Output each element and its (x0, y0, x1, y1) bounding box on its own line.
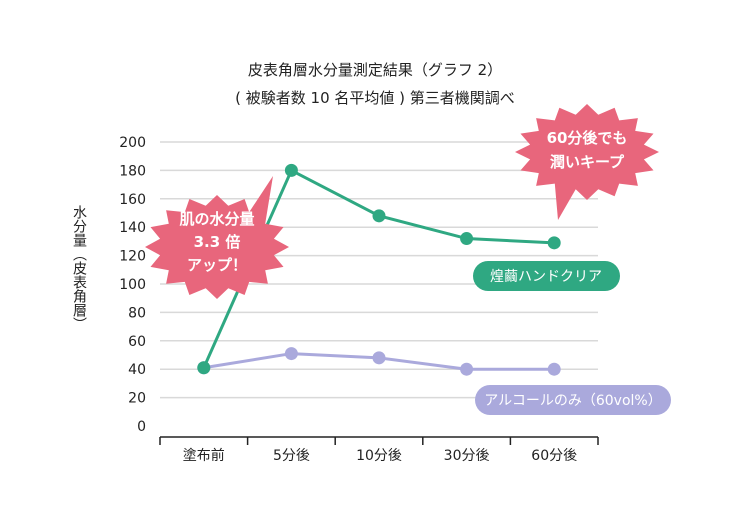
x-tick-label: 5分後 (273, 448, 310, 464)
data-point (197, 361, 211, 375)
callout-burst-moisture-line-1: 肌の水分量 (179, 210, 254, 228)
data-point (284, 163, 298, 177)
y-tick-label: 60 (128, 334, 146, 350)
y-axis-label: 水分量（皮表角層） (71, 205, 87, 331)
y-tick-label: 0 (137, 419, 146, 435)
data-point (547, 362, 561, 376)
legend-alcohol-pill (475, 385, 671, 415)
callout-burst-keep: 60分後でも 潤いキープ (515, 104, 659, 220)
legend-alcohol: アルコールのみ（60vol%） (475, 385, 671, 415)
y-tick-label: 120 (119, 249, 146, 265)
y-tick-label: 180 (119, 163, 146, 179)
callout-burst-moisture-shape (145, 176, 289, 299)
y-tick-label: 20 (128, 391, 146, 407)
x-tick-label: 30分後 (444, 448, 490, 464)
callout-burst-keep-line-2: 潤いキープ (550, 153, 625, 171)
y-tick-label: 80 (128, 305, 146, 321)
data-point (284, 347, 298, 361)
data-point (372, 351, 386, 365)
legend-hand-cream: 煌繭ハンドクリア (473, 261, 620, 291)
x-tick-label: 10分後 (356, 448, 402, 464)
x-tick-label: 60分後 (531, 448, 577, 464)
y-tick-label: 100 (119, 277, 146, 293)
legend-alcohol-label: アルコールのみ（60vol%） (484, 393, 661, 409)
y-tick-label: 140 (119, 220, 146, 236)
callout-burst-moisture: 肌の水分量 3.3 倍 アップ！ (145, 176, 289, 299)
legend-hand-cream-label: 煌繭ハンドクリア (490, 269, 602, 285)
chart-title-line-1: 皮表角層水分量測定結果（グラフ 2） (248, 61, 502, 79)
callout-burst-moisture-line-2: 3.3 倍 (194, 233, 241, 251)
callout-burst-keep-shape (515, 104, 659, 220)
chart-title-line-2: ( 被験者数 10 名平均値 ) 第三者機関調べ (235, 89, 515, 107)
y-tick-label: 160 (119, 192, 146, 208)
x-axis: 塗布前 5分後 10分後 30分後 60分後 (159, 436, 599, 464)
data-point (460, 232, 474, 246)
x-tick-label: 塗布前 (183, 447, 225, 464)
callout-burst-keep-line-1: 60分後でも (547, 129, 628, 147)
y-tick-label: 200 (119, 135, 146, 151)
data-point (547, 236, 561, 250)
callout-burst-moisture-line-3: アップ！ (187, 256, 247, 274)
y-tick-label: 40 (128, 362, 146, 378)
data-point (372, 209, 386, 223)
data-point (460, 362, 474, 376)
legend-hand-cream-pill (473, 261, 620, 291)
